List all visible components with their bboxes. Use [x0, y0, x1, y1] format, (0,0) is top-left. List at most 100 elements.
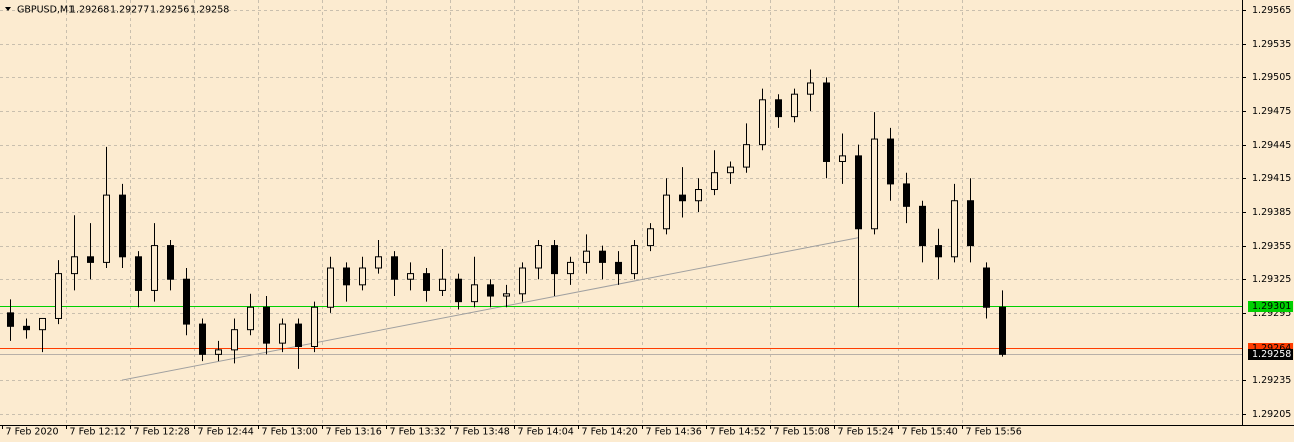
x-tick-label: 7 Feb 12:44: [198, 427, 254, 438]
chart-header: GBPUSD,M1 1.29268 1.29277 1.29256 1.2925…: [5, 5, 229, 16]
level-label: 1.29301: [1252, 301, 1291, 312]
x-tick-label: 7 Feb 13:32: [390, 427, 446, 438]
candle-body: [87, 256, 94, 263]
candle-body: [199, 323, 206, 355]
candle-body: [215, 349, 222, 355]
candle-body: [679, 194, 686, 202]
candle-body: [983, 267, 990, 308]
header-high: 1.29277: [110, 5, 149, 16]
candle-body: [295, 323, 302, 348]
candle-body: [391, 256, 398, 280]
level-label-box: [1248, 349, 1293, 360]
candle-body: [919, 205, 926, 247]
candle-body: [839, 155, 846, 162]
candle-body: [471, 284, 478, 303]
y-tick-label: 1.29205: [1252, 409, 1291, 420]
candle-body: [135, 256, 142, 291]
candle-body: [967, 200, 974, 247]
x-tick-label: 7 Feb 15:56: [966, 427, 1022, 438]
candle-body: [151, 245, 158, 291]
candle-body: [279, 323, 286, 344]
y-tick-label: 1.29235: [1252, 375, 1291, 386]
y-tick-label: 1.29505: [1252, 72, 1291, 83]
candle-body: [343, 267, 350, 286]
y-tick-label: 1.29415: [1252, 173, 1291, 184]
candle-body: [871, 138, 878, 230]
candle-body: [551, 245, 558, 275]
candle-body: [39, 317, 46, 331]
y-tick-label: 1.29475: [1252, 106, 1291, 117]
y-tick-label: 1.29295: [1252, 308, 1291, 319]
candles: [7, 69, 1006, 369]
level-label-box: [1248, 301, 1293, 312]
candle-body: [695, 189, 702, 202]
header-low: 1.29256: [150, 5, 189, 16]
x-tick-label: 7 Feb 15:24: [838, 427, 894, 438]
level-label: 1.29264: [1252, 343, 1291, 354]
header-close: 1.29258: [190, 5, 229, 16]
candle-body: [359, 267, 366, 286]
x-tick-label: 7 Feb 15:40: [902, 427, 958, 438]
candle-body: [167, 245, 174, 280]
candle-body: [183, 278, 190, 325]
candle-body: [823, 82, 830, 162]
candle-body: [743, 144, 750, 168]
candle-body: [535, 245, 542, 269]
x-tick-label: 7 Feb 15:08: [774, 427, 830, 438]
candle-body: [663, 194, 670, 230]
candle-body: [855, 155, 862, 230]
level-label-box: [1248, 343, 1293, 354]
candle-body: [407, 273, 414, 280]
trendline: [121, 237, 859, 381]
y-tick-label: 1.29445: [1252, 140, 1291, 151]
y-tick-label: 1.29325: [1252, 274, 1291, 285]
candle-body: [775, 99, 782, 118]
candle-body: [103, 194, 110, 263]
candle-body: [487, 284, 494, 297]
menu-triangle: [5, 7, 11, 11]
candle-body: [599, 250, 606, 263]
y-tick-label: 1.29385: [1252, 207, 1291, 218]
x-tick-label: 7 Feb 13:00: [262, 427, 318, 438]
candle-body: [567, 261, 574, 275]
y-tick-label: 1.29535: [1252, 39, 1291, 50]
x-tick-label: 7 Feb 12:12: [70, 427, 126, 438]
candle-body: [999, 306, 1006, 355]
x-tick-label: 7 Feb 14:52: [710, 427, 766, 438]
candle-body: [503, 293, 510, 297]
candle-body: [711, 172, 718, 191]
candle-body: [119, 194, 126, 258]
x-tick-label: 7 Feb 14:36: [646, 427, 702, 438]
candle-body: [615, 261, 622, 275]
candle-body: [951, 200, 958, 258]
candle-body: [7, 312, 14, 327]
x-tick-label: 7 Feb 13:16: [326, 427, 382, 438]
candle-body: [23, 325, 30, 331]
header-open: 1.29268: [70, 5, 109, 16]
levels: [0, 237, 1242, 381]
candle-body: [231, 329, 238, 351]
candle-body: [311, 306, 318, 348]
candle-body: [647, 228, 654, 247]
candle-body: [631, 245, 638, 275]
candle-body: [727, 166, 734, 174]
candle-body: [903, 183, 910, 207]
candle-body: [71, 256, 78, 275]
x-tick-label: 7 Feb 14:04: [518, 427, 574, 438]
candle-body: [423, 273, 430, 291]
candle-body: [55, 273, 62, 319]
candle-body: [263, 306, 270, 344]
candle-body: [519, 267, 526, 295]
candle-body: [759, 99, 766, 146]
candle-body: [887, 138, 894, 185]
y-tick-label: 1.29355: [1252, 241, 1291, 252]
candle-body: [327, 267, 334, 308]
x-tick-label: 7 Feb 14:20: [582, 427, 638, 438]
x-tick-label: 7 Feb 2020: [6, 427, 59, 438]
candle-body: [807, 82, 814, 95]
symbol: GBPUSD,M1: [17, 5, 74, 16]
candle-body: [375, 256, 382, 269]
